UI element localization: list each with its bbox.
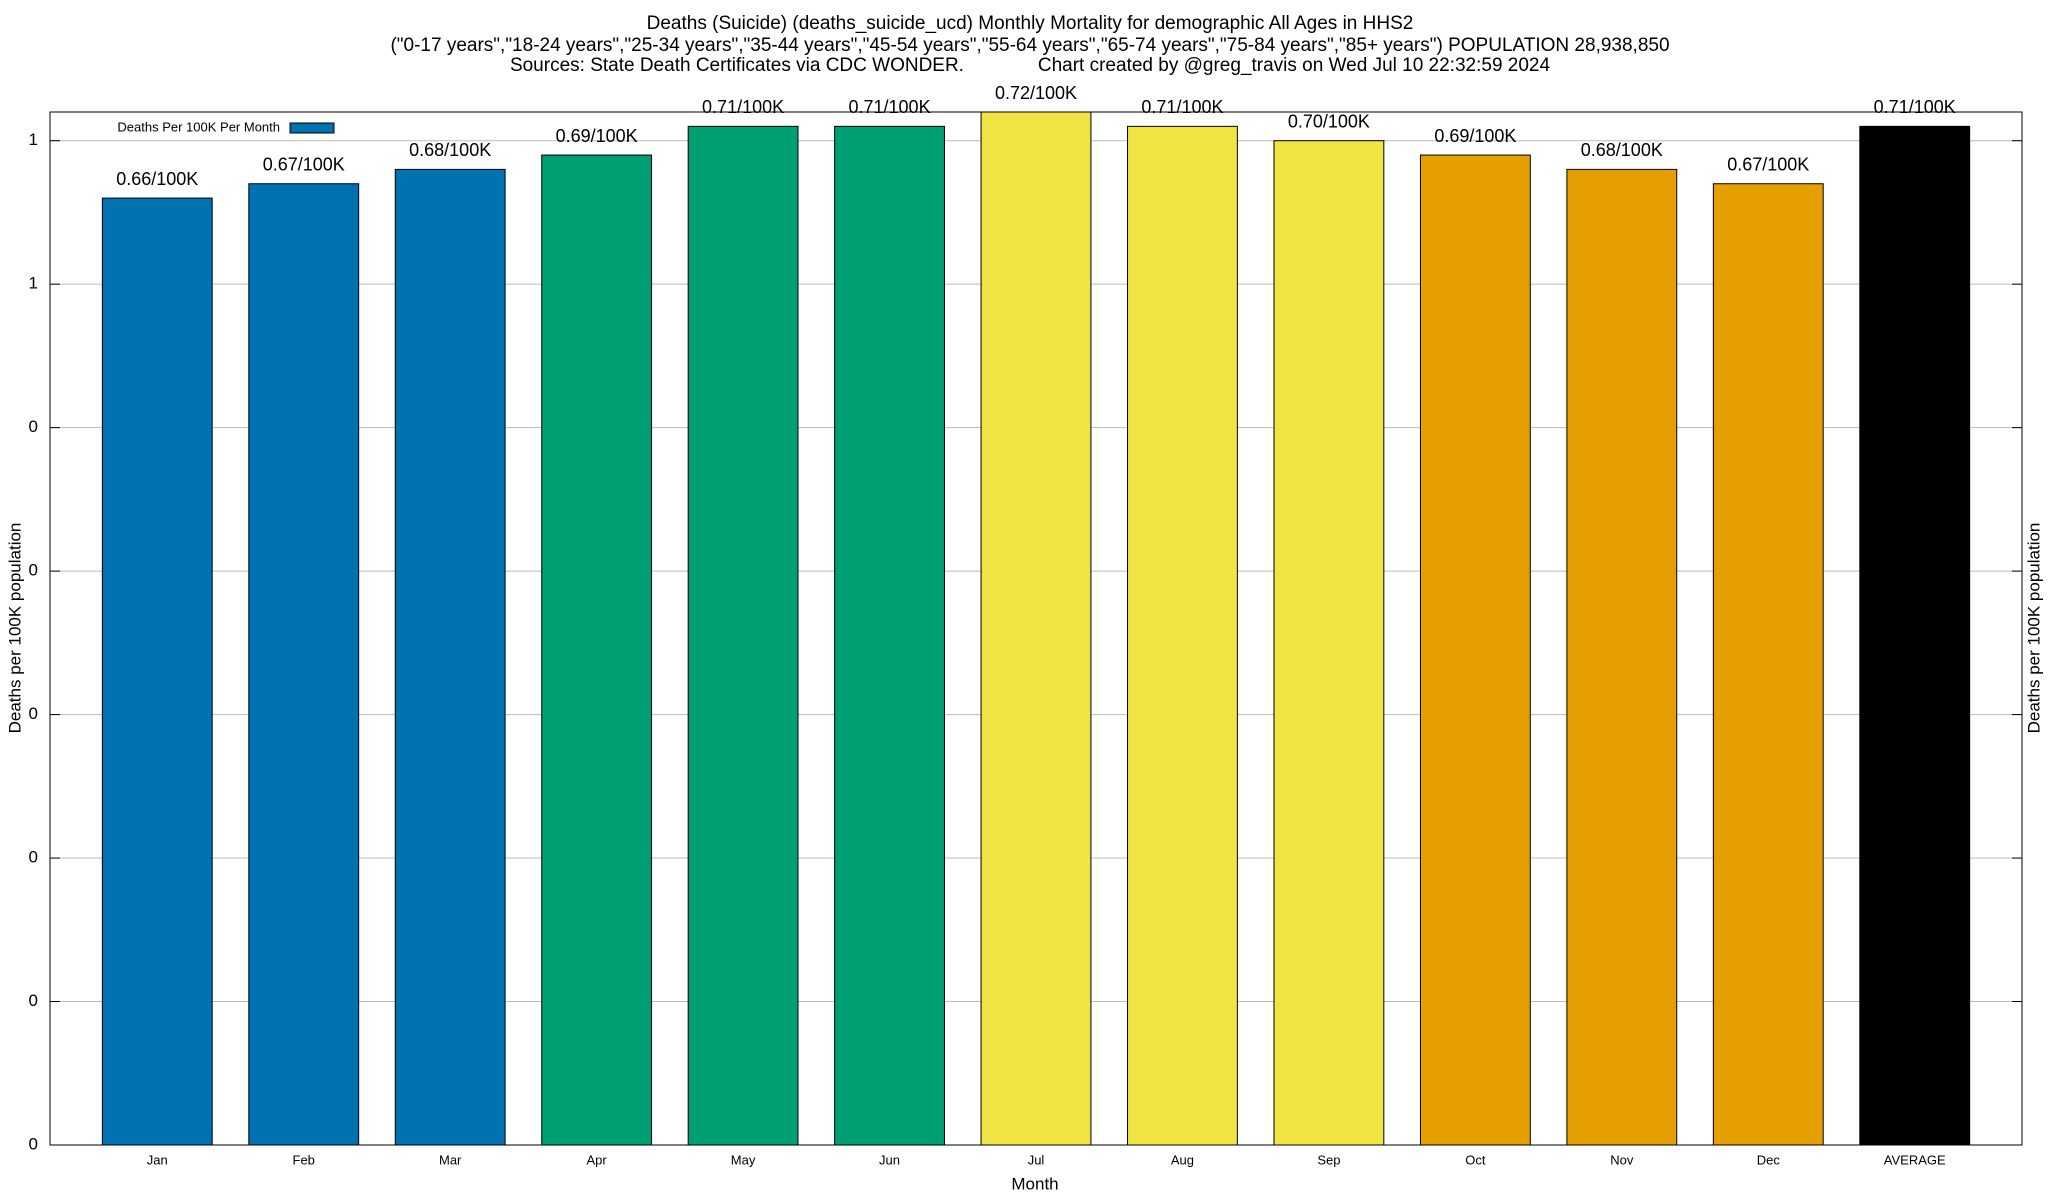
y-tick-label: 0 (29, 848, 38, 867)
x-tick-label: Feb (293, 1152, 315, 1167)
x-tick-label: Mar (439, 1152, 462, 1167)
value-label: 0.68/100K (1581, 140, 1663, 160)
chart-title: Deaths (Suicide) (deaths_suicide_ucd) Mo… (647, 13, 1414, 34)
y-tick-label: 0 (29, 561, 38, 580)
value-label: 0.71/100K (1141, 97, 1223, 117)
x-tick-label: Dec (1757, 1152, 1781, 1167)
x-tick-label: Oct (1465, 1152, 1486, 1167)
value-label: 0.67/100K (263, 154, 345, 174)
bar (1566, 168, 1678, 1146)
x-tick-label: May (731, 1152, 756, 1167)
bar (394, 168, 506, 1146)
x-tick-label: Sep (1317, 1152, 1340, 1167)
value-label: 0.69/100K (556, 126, 638, 146)
x-tick-label: Jan (147, 1152, 168, 1167)
x-axis-label: Month (1011, 1174, 1058, 1193)
value-label: 0.70/100K (1288, 111, 1370, 131)
x-tick-label: Nov (1610, 1152, 1634, 1167)
value-label: 0.67/100K (1727, 154, 1809, 174)
bar (1712, 183, 1824, 1146)
y-tick-label: 0 (29, 1134, 38, 1153)
y2-axis-label: Deaths per 100K population (2024, 523, 2043, 734)
value-label: 0.69/100K (1434, 126, 1516, 146)
bar (1127, 125, 1238, 1146)
bar (834, 125, 945, 1146)
bar (687, 125, 799, 1146)
value-label: 0.71/100K (849, 97, 931, 117)
y-axis-label: Deaths per 100K population (5, 523, 24, 734)
y-tick-label: 0 (29, 991, 38, 1010)
bar (101, 197, 213, 1146)
value-label: 0.68/100K (409, 140, 491, 160)
x-tick-label: Jun (879, 1152, 900, 1167)
legend-swatch (289, 122, 335, 134)
bar (1273, 140, 1385, 1146)
legend-label: Deaths Per 100K Per Month (117, 119, 280, 134)
x-tick-label: Jul (1028, 1152, 1045, 1167)
value-label: 0.71/100K (1874, 97, 1956, 117)
y-tick-label: 1 (29, 130, 38, 149)
y-tick-label: 0 (29, 704, 38, 723)
x-tick-label: Apr (587, 1152, 608, 1167)
value-label: 0.66/100K (116, 169, 198, 189)
bar (541, 154, 653, 1146)
value-label: 0.71/100K (702, 97, 784, 117)
x-tick-label: AVERAGE (1884, 1152, 1946, 1167)
bar (980, 111, 1092, 1146)
chart-subtitle: ("0-17 years","18-24 years","25-34 years… (390, 35, 1669, 56)
value-label: 0.72/100K (995, 83, 1077, 103)
bar (1419, 154, 1531, 1146)
bar (1859, 125, 1971, 1146)
y-tick-label: 1 (29, 274, 38, 293)
chart-source: Sources: State Death Certificates via CD… (510, 55, 1551, 76)
y-tick-label: 0 (29, 417, 38, 436)
x-tick-label: Aug (1171, 1152, 1194, 1167)
bar (248, 183, 360, 1146)
